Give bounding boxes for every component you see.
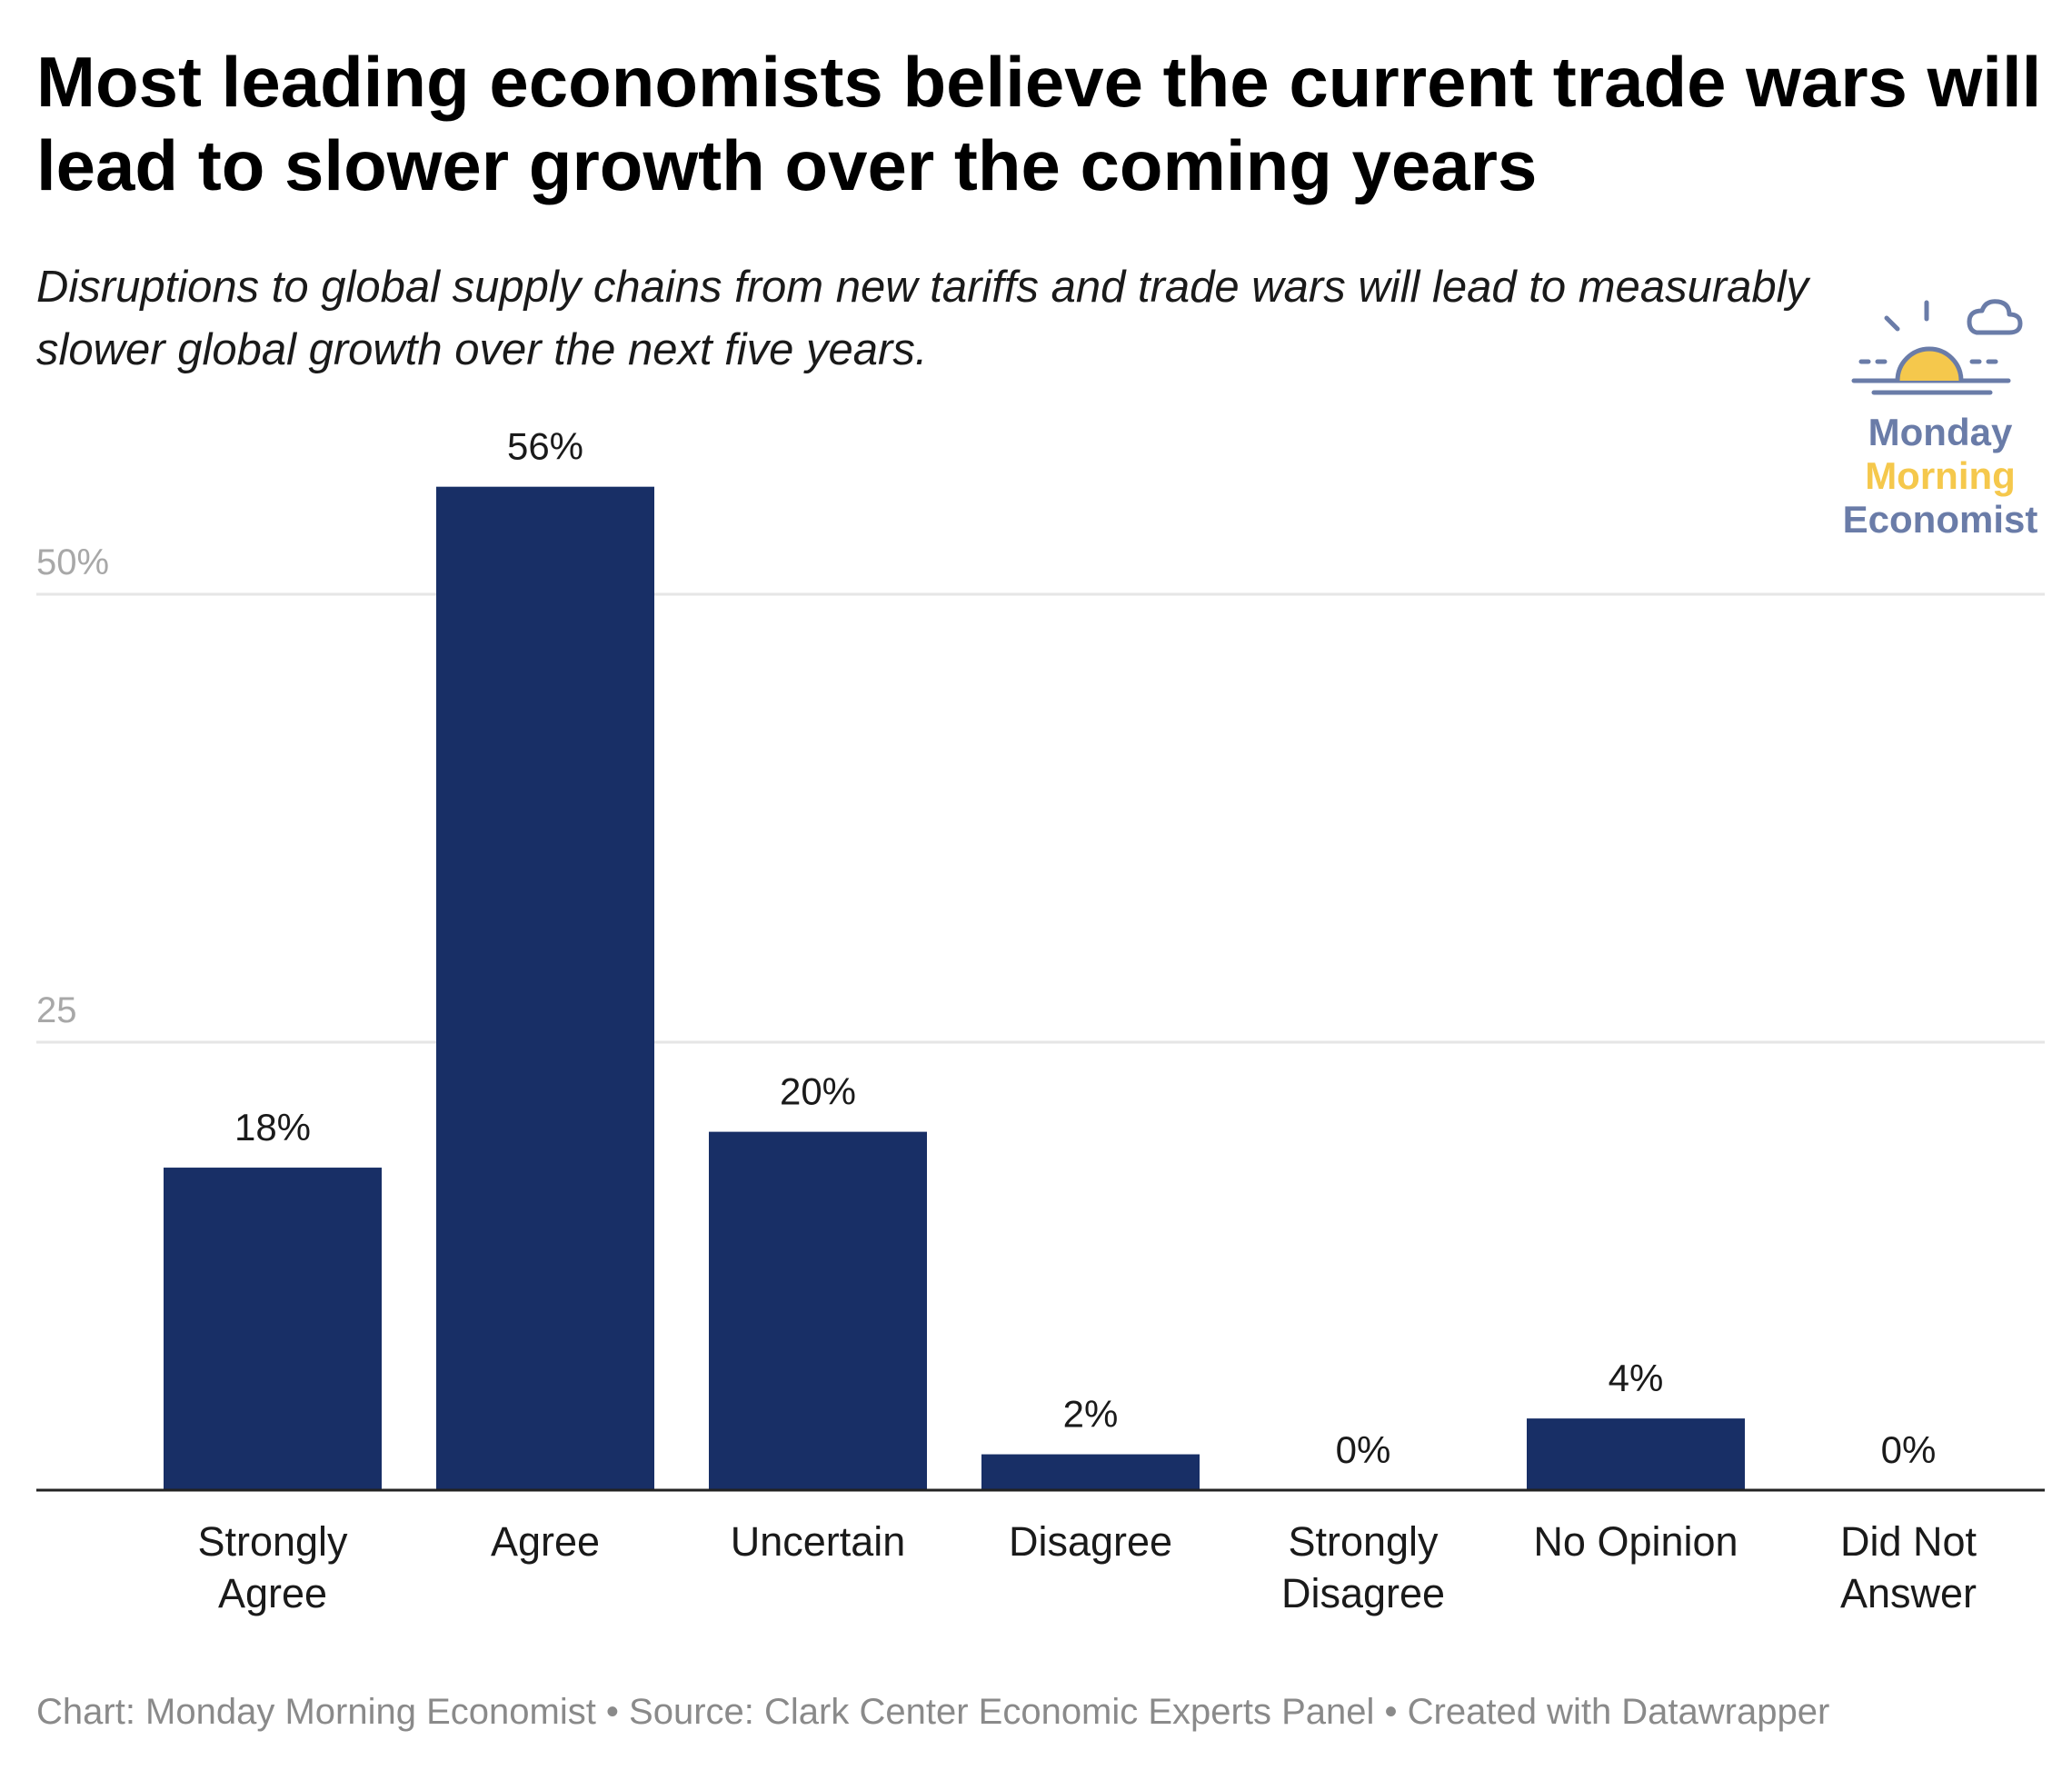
x-category-label: Disagree — [1009, 1518, 1172, 1565]
chart-title: Most leading economists believe the curr… — [36, 42, 2042, 205]
x-category-label: Uncertain — [731, 1518, 906, 1565]
chart-subtitle: Disruptions to global supply chains from… — [36, 263, 1809, 374]
bar-value-label: 4% — [1609, 1357, 1664, 1399]
bar-value-label: 0% — [1881, 1428, 1937, 1471]
x-category-label: Disagree — [1281, 1570, 1445, 1616]
y-tick-label: 50% — [36, 542, 109, 582]
logo-text-monday: Monday — [1868, 411, 2013, 453]
x-category-label: Answer — [1840, 1570, 1977, 1616]
logo-text-morning: Morning — [1865, 454, 2016, 497]
bar-value-label: 0% — [1336, 1428, 1391, 1471]
sun-and-cloud-icon — [1851, 299, 2023, 395]
bar-value-label: 56% — [507, 425, 583, 468]
x-category-label: No Opinion — [1533, 1518, 1738, 1565]
bar — [164, 1168, 382, 1490]
bar — [436, 486, 654, 1491]
bar — [1527, 1418, 1745, 1490]
x-category-label: Strongly — [197, 1518, 348, 1565]
x-category-label: Agree — [218, 1570, 327, 1616]
bar — [981, 1454, 1200, 1490]
y-tick-label: 25 — [36, 990, 77, 1030]
bar-value-label: 2% — [1063, 1393, 1119, 1436]
x-category-label: Strongly — [1288, 1518, 1439, 1565]
logo-text-economist: Economist — [1842, 498, 2038, 541]
monday-morning-economist-logo: Monday Morning Economist — [1827, 289, 2054, 543]
chart-footer: Chart: Monday Morning Economist • Source… — [36, 1692, 1830, 1732]
bar-value-label: 18% — [234, 1106, 311, 1149]
bar — [709, 1131, 927, 1490]
bar-value-label: 20% — [780, 1070, 856, 1113]
x-category-label: Did Not — [1840, 1518, 1977, 1565]
x-category-label: Agree — [491, 1518, 600, 1565]
